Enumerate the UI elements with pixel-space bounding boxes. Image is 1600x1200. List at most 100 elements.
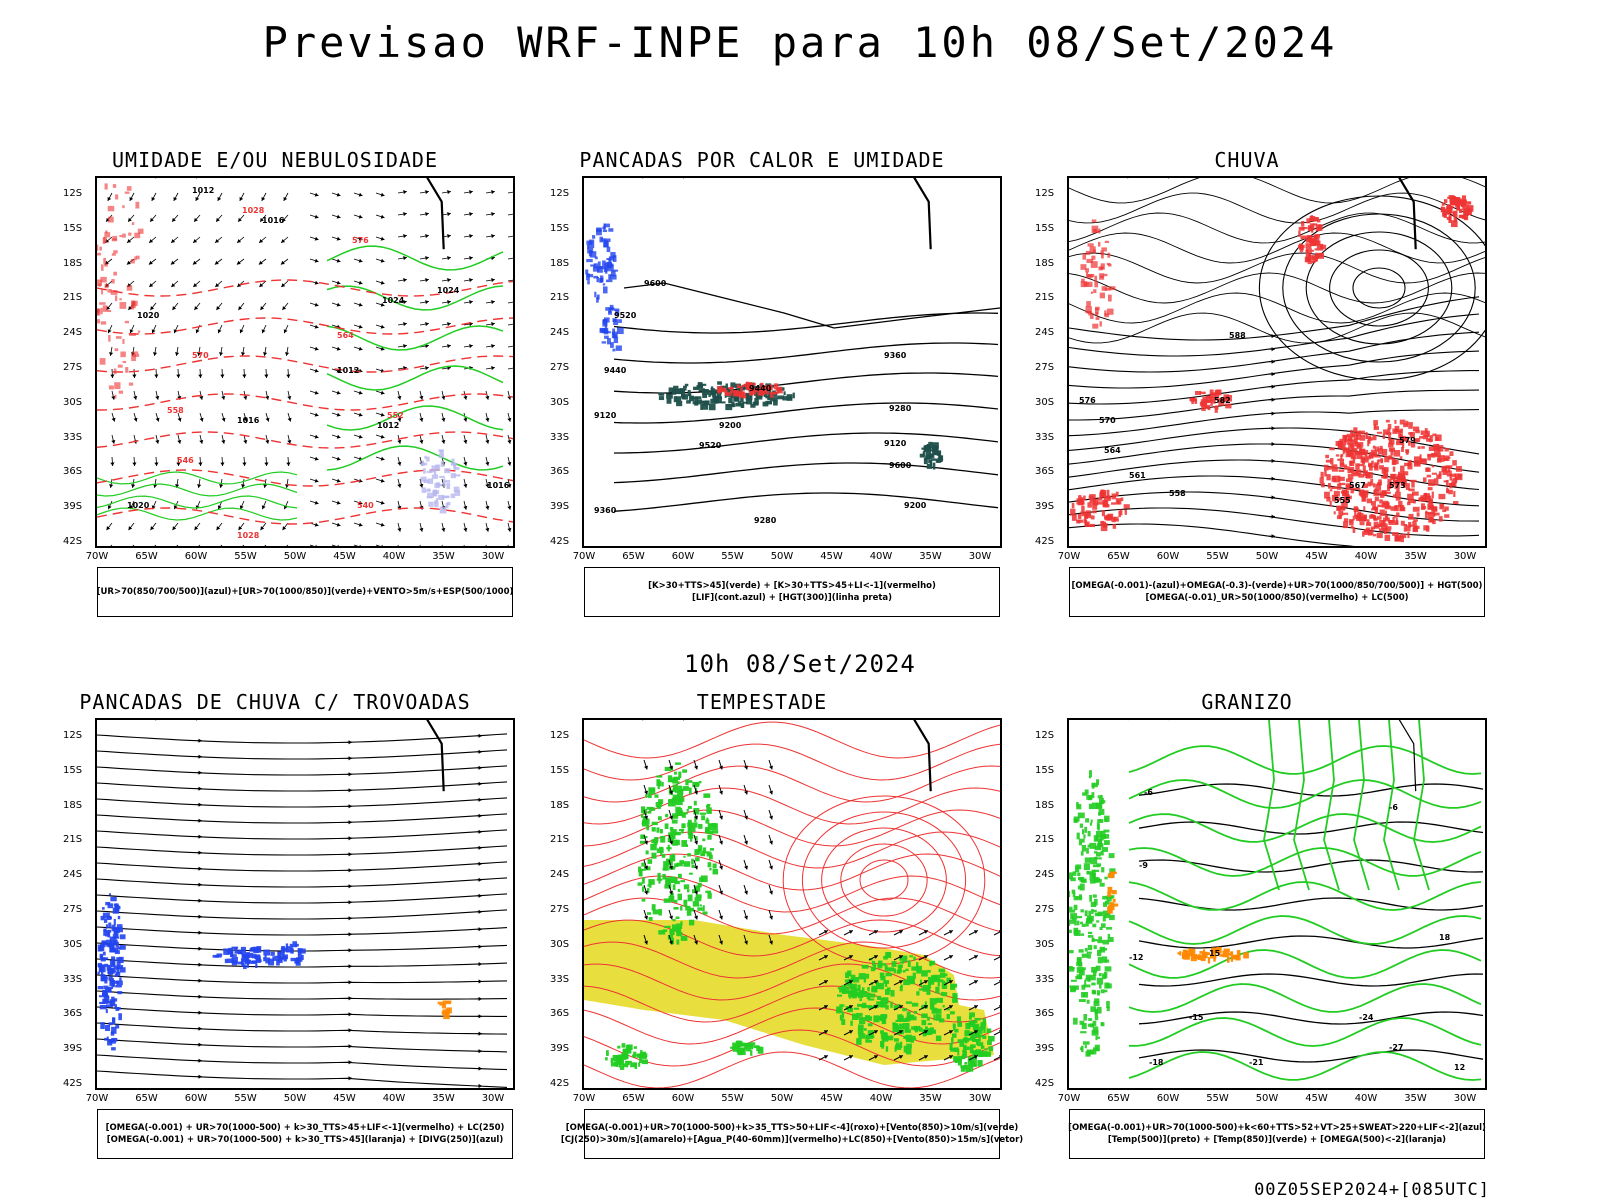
contour-label-hgt300: 9200 (719, 421, 742, 430)
contour-label-thickness: 546 (177, 456, 194, 465)
longitude-tick-label: 30W (968, 551, 992, 562)
latitude-tick-label: 15S (1035, 764, 1055, 776)
latitude-tick-label: 33S (1035, 431, 1055, 443)
latitude-tick-label: 21S (63, 834, 83, 846)
latitude-tick-label: 12S (63, 730, 83, 741)
longitude-tick-label: 60W (184, 551, 208, 562)
latitude-tick-label: 15S (550, 222, 570, 234)
panel-title: CHUVA (1214, 148, 1280, 172)
contour-label-temp: 12 (1454, 1063, 1465, 1072)
model-run-label: 00Z05SEP2024+[085UTC] (1254, 1180, 1490, 1200)
legend-line: [UR>70(850/700/500)](azul)+[UR>70(1000/8… (96, 587, 514, 597)
contour-label-hgt300: 9280 (889, 404, 912, 413)
contour-label-hgt300: 9360 (594, 506, 617, 515)
contour-label-temp: 18 (1439, 933, 1451, 942)
longitude-tick-label: 70W (1057, 551, 1081, 562)
latitude-tick-label: 24S (1035, 869, 1055, 881)
latitude-tick-label: 12S (1035, 188, 1055, 199)
latitude-tick-label: 30S (550, 396, 570, 408)
contour-label-hgt300: 9440 (604, 366, 627, 375)
longitude-tick-label: 70W (572, 551, 596, 562)
legend-line: [Temp(500)](preto) + [Temp(850)](verde) … (1107, 1135, 1447, 1145)
contour-label-hgt300: 9600 (889, 461, 912, 470)
latitude-tick-label: 33S (550, 431, 570, 443)
contour-label-hgt500: 555 (1334, 496, 1351, 505)
longitude-tick-label: 35W (919, 551, 942, 562)
latitude-tick-label: 42S (1035, 536, 1055, 547)
longitude-tick-label: 45W (820, 1093, 843, 1104)
latitude-tick-label: 21S (1035, 834, 1055, 846)
latitude-tick-label: 24S (63, 327, 83, 339)
longitude-tick-label: 70W (572, 1093, 596, 1104)
panel-title: GRANIZO (1201, 690, 1293, 714)
field-overlay: 1012 1016 1020 1024 1012 1016 1020 1024 1012 1016… (97, 183, 513, 546)
longitude-tick-label: 50W (283, 551, 307, 562)
contour-label-hgt500: 576 (1079, 396, 1096, 405)
latitude-tick-label: 15S (63, 222, 83, 234)
contour-label-thickness: 570 (192, 351, 209, 360)
longitude-tick-label: 50W (1255, 551, 1279, 562)
map-canvas: 9600 9520 9440 9360 9280 9200 9120 9600 9520 9440… (585, 178, 1000, 525)
map-frame: -6 -9 -12 -15 -18 -21 -24 -27 12 15 18 -6 (1067, 718, 1487, 1090)
longitude-tick-label: 55W (234, 1093, 257, 1104)
field-overlay: -6 -9 -12 -15 -18 -21 -24 -27 12 15 18 -6 (1069, 720, 1484, 1081)
field-overlay: 588 582 576 570 564 561 558 555 567 573 579 (1069, 178, 1485, 546)
latitude-tick-label: 33S (1035, 973, 1055, 985)
contour-label-thickness: 1028 (237, 531, 260, 540)
longitude-tick-label: 40W (869, 551, 893, 562)
land-borders (642, 178, 932, 250)
latitude-tick-label: 18S (63, 799, 83, 811)
contour-label-hgt500: 567 (1349, 481, 1366, 490)
longitude-tick-label: 35W (1404, 1093, 1427, 1104)
longitude-tick-label: 45W (333, 551, 356, 562)
contour-label-temp: -9 (1139, 861, 1148, 870)
map-canvas (584, 720, 1000, 1088)
longitude-tick-label: 55W (234, 551, 257, 562)
map-frame: 588 582 576 570 564 561 558 555 567 573 579 (1067, 176, 1487, 548)
latitude-tick-label: 42S (550, 536, 570, 547)
legend-line: [OMEGA(-0.001)-(azul)+OMEGA(-0.3)-(verde… (1071, 581, 1483, 591)
latitude-tick-label: 21S (550, 292, 570, 304)
legend-line: [K>30+TTS>45](verde) + [K>30+TTS>45+LI<-… (648, 581, 936, 591)
longitude-tick-label: 65W (1107, 551, 1130, 562)
longitude-tick-label: 55W (1206, 1093, 1229, 1104)
contour-label-hgt300: 9520 (699, 441, 722, 450)
panel-title: PANCADAS POR CALOR E UMIDADE (579, 148, 945, 172)
latitude-tick-label: 39S (550, 501, 570, 513)
latitude-tick-label: 24S (550, 869, 570, 881)
latitude-tick-label: 24S (550, 327, 570, 339)
latitude-tick-label: 33S (63, 973, 83, 985)
latitude-tick-label: 12S (1035, 730, 1055, 741)
contour-label-thickness: 564 (337, 331, 354, 340)
latitude-tick-label: 36S (550, 1008, 570, 1020)
contour-label-thickness: 552 (387, 411, 404, 420)
contour-label-hgt300: 9200 (904, 501, 927, 510)
latitude-tick-label: 15S (1035, 222, 1055, 234)
contour-label-pressure: 1012 (377, 421, 399, 430)
latitude-tick-label: 27S (550, 904, 570, 915)
contour-label-pressure: 1020 (127, 501, 150, 510)
contour-label-pressure: 1024 (437, 286, 460, 295)
longitude-tick-label: 50W (283, 1093, 307, 1104)
latitude-tick-label: 21S (63, 292, 83, 304)
longitude-tick-label: 30W (968, 1093, 992, 1104)
panel-legend: [OMEGA(-0.001)+UR>70(1000-500)+k>35_TTS>… (561, 1109, 1023, 1159)
longitude-tick-label: 30W (1453, 551, 1477, 562)
contour-label-pressure: 1024 (382, 296, 405, 305)
longitude-tick-label: 70W (85, 1093, 109, 1104)
latitude-tick-label: 12S (550, 188, 570, 199)
contour-label-pressure: 1016 (262, 216, 285, 225)
latitude-tick-label: 42S (1035, 1078, 1055, 1089)
map-frame: 9600 9520 9440 9360 9280 9200 9120 9600 9520 9440… (582, 176, 1002, 548)
contour-label-temp: -6 (1389, 803, 1398, 812)
latitude-tick-label: 30S (63, 396, 83, 408)
contour-label-hgt300: 9360 (884, 351, 907, 360)
longitude-tick-label: 70W (85, 551, 109, 562)
contour-label-thickness: 1028 (242, 206, 265, 215)
contour-label-hgt500: 573 (1389, 481, 1406, 490)
map-frame: 1012 1016 1020 1024 1012 1016 1020 1024 1012 1016… (95, 176, 515, 548)
panel-legend: [OMEGA(-0.001)-(azul)+OMEGA(-0.3)-(verde… (1069, 567, 1485, 617)
longitude-tick-label: 60W (1156, 1093, 1180, 1104)
latitude-tick-label: 27S (1035, 904, 1055, 915)
map-frame (582, 718, 1002, 1090)
